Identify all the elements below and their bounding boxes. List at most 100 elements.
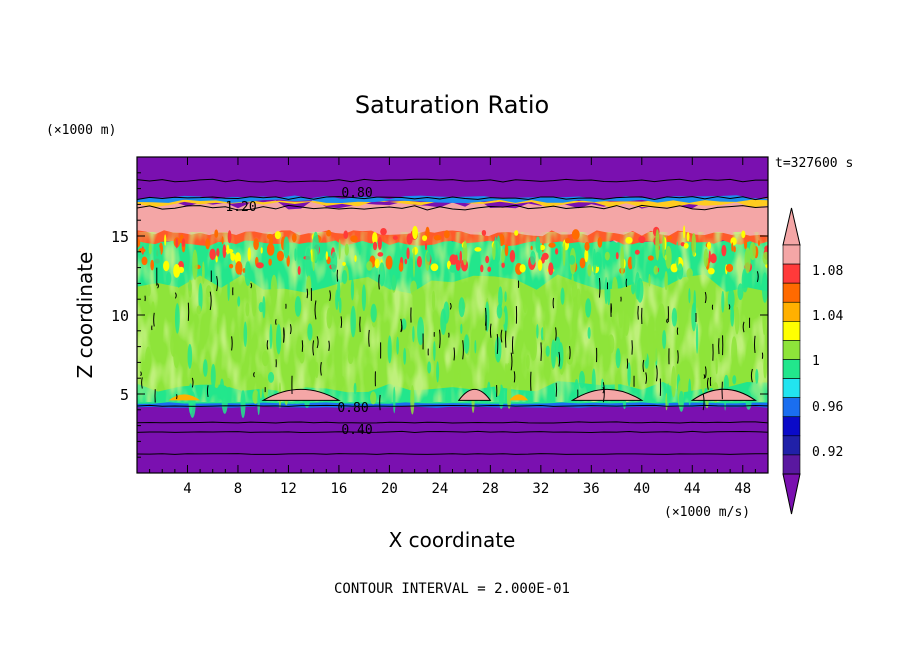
cloud-patch	[741, 268, 749, 293]
saturation-patch	[764, 245, 768, 252]
saturation-patch	[459, 250, 463, 264]
contour-line	[231, 336, 233, 351]
colorbar-segment	[782, 454, 801, 475]
cloud-patch	[691, 302, 697, 332]
saturation-patch	[235, 261, 243, 275]
x-axis-label: X coordinate	[389, 528, 516, 552]
saturation-patch	[406, 233, 413, 245]
saturation-patch	[683, 242, 689, 249]
cloud-patch	[420, 298, 426, 311]
cloud-patch	[662, 329, 667, 349]
cloud-patch	[691, 232, 697, 257]
cloud-patch	[398, 322, 401, 339]
contour-line	[750, 368, 753, 383]
saturation-patch	[350, 235, 358, 243]
cloud-patch	[224, 377, 231, 388]
cloud-patch	[276, 324, 282, 355]
contour-line	[489, 323, 492, 338]
contour-line	[283, 327, 285, 342]
contour-line	[141, 377, 143, 389]
cloud-patch	[492, 242, 496, 261]
cloud-patch	[458, 297, 465, 318]
saturation-patch	[667, 235, 673, 240]
cloud-patch	[305, 247, 312, 279]
y-tick-label: 10	[111, 307, 129, 325]
contour-line	[742, 321, 745, 333]
cloud-patch	[641, 332, 648, 362]
cloud-patch	[506, 383, 512, 409]
saturation-patch	[227, 230, 232, 244]
saturation-patch	[297, 266, 301, 275]
x-tick-label: 8	[234, 481, 242, 497]
cloud-patch	[187, 343, 193, 369]
cloud-patch	[587, 264, 592, 277]
contour-line	[642, 359, 645, 372]
contour-line	[645, 372, 648, 384]
saturation-patch	[548, 242, 556, 248]
y-tick-label: 5	[120, 386, 129, 404]
cloud-patch	[535, 236, 541, 253]
contour-line	[368, 329, 370, 347]
contour-line	[209, 291, 212, 311]
cloud-patch	[258, 302, 264, 313]
cloud-patch	[390, 264, 398, 291]
cloud-patch	[453, 355, 459, 383]
cloud-patch	[427, 361, 432, 374]
contour-line	[137, 421, 768, 424]
cloud-patch	[723, 374, 729, 394]
cloud-patch	[396, 336, 399, 355]
cloud-patch	[703, 248, 709, 268]
saturation-patch	[380, 227, 387, 236]
saturation-patch	[291, 233, 297, 243]
cloud-patch	[338, 297, 342, 314]
saturation-patch	[274, 231, 281, 240]
colorbar-segment	[782, 321, 801, 341]
cloud-patch	[410, 385, 415, 415]
cloud-patch	[189, 391, 196, 418]
cloud-patch	[655, 229, 660, 261]
cloud-patch	[542, 321, 546, 342]
saturation-patch	[686, 231, 690, 242]
cloud-patch	[431, 290, 436, 310]
saturation-patch	[733, 245, 736, 253]
plot-area	[137, 157, 768, 473]
cloud-patch	[261, 350, 269, 367]
cloud-patch	[417, 316, 425, 346]
saturation-patch	[741, 230, 746, 239]
cloud-patch	[662, 234, 665, 259]
cloud-patch	[306, 275, 312, 296]
cloud-patch	[154, 245, 162, 272]
y-axis: 5 10 15	[111, 172, 768, 458]
cloud-patch	[715, 357, 718, 375]
saturation-patch	[584, 248, 589, 263]
saturation-patch	[137, 238, 141, 248]
saturation-patch	[343, 230, 349, 239]
cloud-patch	[562, 242, 566, 267]
cloud-patch	[174, 303, 180, 334]
cloud-patch	[647, 316, 655, 344]
contour-line	[157, 283, 159, 289]
cloud-patch	[585, 298, 592, 318]
cloud-patch	[294, 296, 302, 317]
cloud-patch	[755, 368, 759, 384]
contour-line	[137, 404, 768, 407]
cloud-patch	[536, 324, 539, 339]
saturation-patch	[372, 241, 378, 251]
saturation-patch	[455, 259, 461, 271]
x-axis: 4 8 12 16 20 24 28 32 36 40 44 48	[149, 157, 756, 497]
cloud-patch	[636, 277, 644, 303]
cloud-patch	[678, 390, 685, 412]
cloud-patch	[237, 296, 241, 307]
cloud-patch	[216, 316, 220, 335]
saturation-patch	[509, 250, 516, 263]
saturation-patch	[539, 244, 546, 251]
contour-label: 1.20	[225, 200, 256, 215]
cloud-patch	[307, 323, 313, 341]
x-tick-label: 36	[583, 481, 600, 497]
saturation-patch	[597, 237, 603, 248]
colorbar-segment	[782, 397, 801, 418]
colorbar-segment	[782, 359, 801, 379]
cloud-patch	[341, 270, 348, 285]
saturation-patch	[579, 257, 586, 269]
